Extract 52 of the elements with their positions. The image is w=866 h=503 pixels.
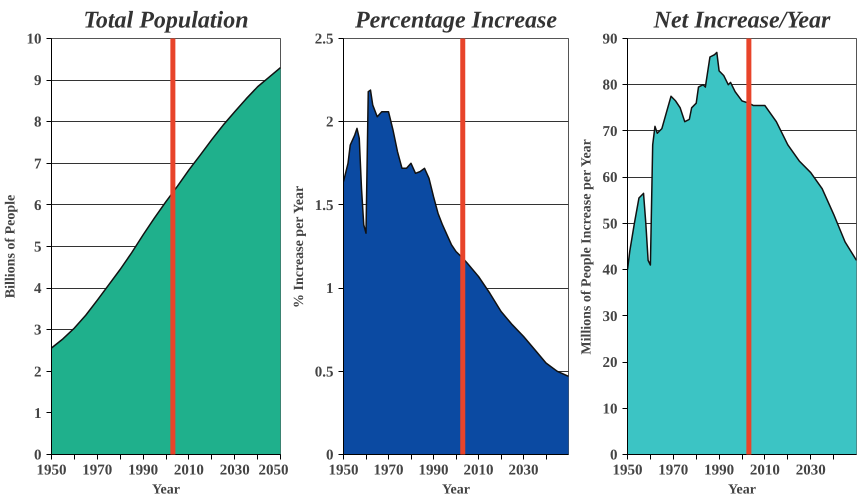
y-tick-label: 30 — [602, 308, 618, 325]
y-tick-label: 7 — [34, 156, 42, 172]
y-axis-title: % Increase per Year — [292, 186, 307, 308]
x-axis-title: Year — [442, 482, 470, 498]
x-tick-label: 2010 — [464, 462, 494, 478]
y-tick-label: 2 — [326, 114, 334, 131]
chart-title: Percentage Increase — [354, 8, 558, 34]
y-axis-title: Billions of People — [4, 194, 18, 298]
x-tick-label: 2030 — [796, 462, 826, 478]
y-tick-label: 6 — [34, 198, 42, 214]
x-tick-label: 1990 — [704, 462, 734, 478]
y-tick-label: 0.5 — [314, 364, 334, 380]
x-tick-label: 1970 — [82, 462, 112, 478]
x-tick-label: 2010 — [750, 462, 780, 478]
y-tick-label: 50 — [602, 216, 618, 232]
y-axis-title: Millions of People Increase per Year — [580, 139, 594, 355]
y-tick-label: 0 — [34, 448, 42, 464]
y-tick-label: 60 — [602, 170, 618, 186]
x-tick-label: 1950 — [612, 462, 642, 478]
x-tick-label: 1990 — [418, 462, 448, 478]
y-tick-label: 2.5 — [314, 32, 334, 48]
y-tick-label: 40 — [602, 262, 618, 279]
y-tick-label: 80 — [602, 78, 618, 94]
x-tick-label: 2010 — [174, 462, 204, 478]
y-tick-label: 0 — [610, 448, 618, 464]
y-tick-label: 1.5 — [314, 198, 334, 214]
y-tick-label: 9 — [34, 73, 42, 90]
chart-title: Net Increase/Year — [652, 8, 831, 34]
y-tick-label: 3 — [34, 322, 42, 339]
y-tick-label: 4 — [34, 281, 42, 298]
x-tick-label: 1970 — [374, 462, 404, 478]
y-tick-label: 8 — [34, 114, 42, 131]
x-tick-label: 2050 — [258, 462, 288, 478]
x-tick-label: 2030 — [508, 462, 538, 478]
y-tick-label: 90 — [602, 32, 618, 48]
x-tick-label: 1970 — [658, 462, 688, 478]
chart-title: Total Population — [83, 8, 249, 34]
x-tick-label: 2030 — [220, 462, 250, 478]
x-tick-label: 1990 — [128, 462, 158, 478]
y-tick-label: 5 — [34, 240, 42, 256]
y-tick-label: 20 — [602, 355, 618, 372]
x-tick-label: 1950 — [328, 462, 358, 478]
y-tick-label: 1 — [34, 406, 42, 422]
y-tick-label: 2 — [34, 364, 42, 380]
y-tick-label: 10 — [26, 32, 42, 48]
x-axis-title: Year — [152, 482, 180, 498]
x-tick-label: 1950 — [36, 462, 66, 478]
x-axis-title: Year — [728, 482, 756, 498]
y-tick-label: 70 — [602, 124, 618, 140]
y-tick-label: 1 — [326, 281, 334, 298]
y-tick-label: 0 — [326, 448, 334, 464]
y-tick-label: 10 — [602, 401, 618, 418]
